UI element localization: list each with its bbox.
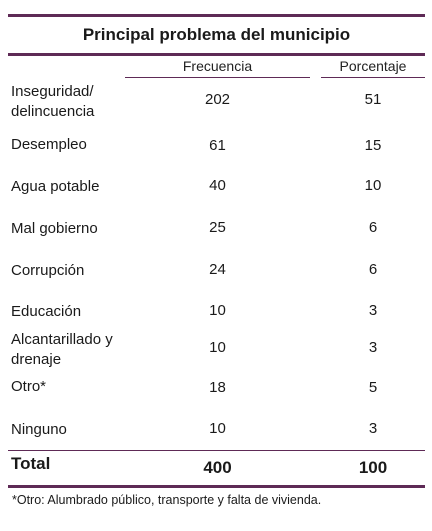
title-rule (8, 53, 425, 56)
column-header-row: Frecuencia Porcentaje (8, 56, 425, 78)
row-frequency: 18 (209, 379, 226, 396)
row-label: Corrupción (11, 262, 85, 279)
row-frequency: 40 (209, 177, 226, 194)
header-underline-percentage (321, 77, 425, 78)
row-percentage: 5 (368, 379, 378, 396)
total-frequency: 400 (203, 458, 232, 477)
top-rule (8, 14, 425, 17)
row-percentage: 10 (364, 177, 382, 194)
row-label: Inseguridad/ delincuencia (11, 83, 95, 120)
table-row: Ninguno 10 3 (8, 411, 425, 450)
column-header-percentage: Porcentaje (339, 58, 407, 74)
row-label: Desempleo (11, 136, 87, 153)
row-frequency: 10 (209, 339, 226, 356)
footnote: *Otro: Alumbrado público, transporte y f… (12, 493, 322, 507)
row-label: Alcantarillado y drenaje (11, 331, 113, 368)
row-percentage: 3 (368, 302, 378, 319)
header-underline-frequency (125, 77, 310, 78)
row-label: Agua potable (11, 178, 100, 195)
row-label: Ninguno (11, 421, 67, 438)
row-frequency: 10 (209, 302, 226, 319)
row-percentage: 3 (368, 420, 378, 437)
row-frequency: 61 (209, 137, 226, 154)
table-row: Desempleo 61 15 (8, 124, 425, 166)
table-row: Alcantarillado y drenaje 10 3 (8, 324, 425, 372)
table-row: Agua potable 40 10 (8, 166, 425, 207)
frequency-table: Principal problema del municipio Frecuen… (8, 14, 425, 507)
row-frequency: 10 (209, 420, 226, 437)
table-row: Educación 10 3 (8, 291, 425, 324)
row-label: Mal gobierno (11, 220, 98, 237)
total-rule (8, 450, 425, 451)
row-frequency: 24 (209, 261, 226, 278)
row-frequency: 202 (204, 91, 231, 108)
row-percentage: 6 (368, 261, 378, 278)
row-frequency: 25 (209, 219, 226, 236)
total-label: Total (11, 454, 51, 473)
table-row: Mal gobierno 25 6 (8, 207, 425, 249)
bottom-rule (8, 485, 425, 488)
row-percentage: 51 (364, 91, 382, 108)
total-percentage: 100 (358, 458, 388, 477)
table-row: Otro* 18 5 (8, 372, 425, 411)
row-label: Otro* (11, 378, 47, 395)
table-title: Principal problema del municipio (82, 25, 351, 44)
table-row: Corrupción 24 6 (8, 249, 425, 291)
row-percentage: 3 (368, 339, 378, 356)
table-row: Inseguridad/ delincuencia 202 51 (8, 78, 425, 124)
row-percentage: 15 (364, 137, 382, 154)
row-label: Educación (11, 303, 82, 320)
row-percentage: 6 (368, 219, 378, 236)
column-header-frequency: Frecuencia (182, 58, 253, 74)
total-row: Total 400 100 (8, 451, 425, 485)
